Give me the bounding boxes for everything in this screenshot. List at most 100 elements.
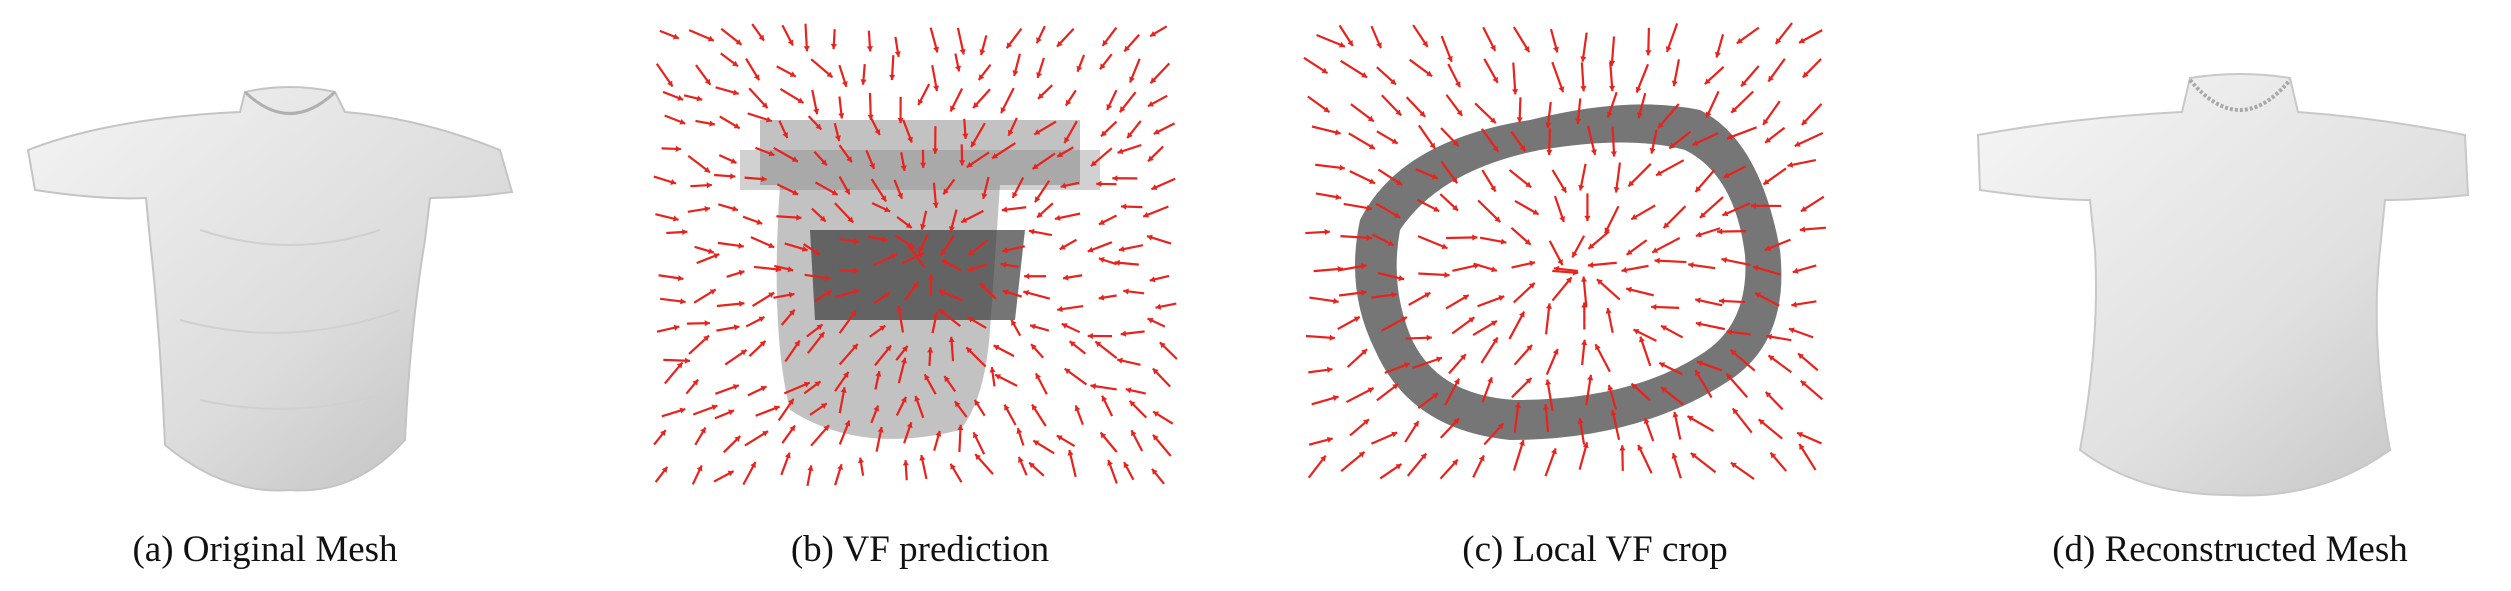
vector-arrow-head xyxy=(728,409,735,416)
vector-arrow-head xyxy=(1012,191,1018,198)
vector-arrow-head xyxy=(1326,436,1333,443)
vector-arrow-head xyxy=(1031,344,1037,351)
vector-arrow-head xyxy=(1028,228,1035,235)
vector-arrow-head xyxy=(1775,37,1782,44)
vector-arrow-head xyxy=(1692,140,1699,146)
vector-arrow-head xyxy=(1018,456,1024,463)
vector-arrow xyxy=(1699,196,1724,219)
vector-arrow-head xyxy=(732,205,738,212)
vector-arrow-head xyxy=(1124,45,1130,52)
vector-arrow-head xyxy=(939,289,946,296)
vector-arrow-head xyxy=(1726,329,1733,336)
vector-arrow-head xyxy=(1429,142,1436,149)
vector-arrow-head xyxy=(896,305,903,312)
vector-arrow-head xyxy=(883,292,890,299)
vector-arrow-head xyxy=(1398,275,1405,282)
vector-arrow-head xyxy=(1099,63,1106,70)
vector-arrow-head xyxy=(897,192,903,199)
vector-arrow-head xyxy=(1799,37,1806,44)
vector-arrow-head xyxy=(1462,294,1469,301)
vector-arrow-head xyxy=(1432,393,1439,399)
vector-arrow-head xyxy=(818,332,825,339)
vector-arrow-head xyxy=(1553,265,1560,272)
vector-arrow-head xyxy=(1098,257,1105,263)
vector-arrow-head xyxy=(1532,209,1539,215)
vector-arrow-head xyxy=(670,179,677,185)
vector-arrow-head xyxy=(1125,387,1132,394)
vector-arrow-head xyxy=(1525,377,1532,384)
vector-arrow-head xyxy=(1151,184,1158,190)
vector-arrow-head xyxy=(704,78,711,85)
vector-arrow-head xyxy=(1645,50,1652,56)
vector-arrow-head xyxy=(1012,70,1019,76)
vector-arrow-head xyxy=(792,189,799,196)
vector-arrow-head xyxy=(860,79,867,85)
vector-arrow-head xyxy=(1067,450,1074,456)
vector-arrow-head xyxy=(908,245,915,252)
vector-arrow-head xyxy=(1361,349,1368,355)
vector-arrow-head xyxy=(1004,404,1010,411)
vector-arrow-head xyxy=(948,336,955,343)
vector-arrow-head xyxy=(732,384,739,390)
vector-arrow-head xyxy=(760,385,767,392)
vector-arrow-head xyxy=(1765,391,1772,398)
vector-arrow-head xyxy=(1794,141,1801,147)
vector-arrow xyxy=(1446,236,1478,240)
vector-arrow xyxy=(1477,199,1502,223)
vector-arrow-head xyxy=(1631,214,1638,220)
vector-arrow-head xyxy=(1060,182,1067,189)
vector-arrow-head xyxy=(1076,65,1083,72)
vector-arrow-head xyxy=(761,175,767,183)
vector-arrow-head xyxy=(732,60,739,67)
vector-arrow-head xyxy=(791,156,798,162)
vector-arrow-head xyxy=(1764,245,1771,252)
vector-arrow-head xyxy=(991,152,998,159)
vector-arrow-head xyxy=(1525,181,1532,188)
vector-arrow-head xyxy=(758,34,765,41)
vector-arrow-head xyxy=(1639,336,1645,343)
vector-arrow-head xyxy=(1098,219,1105,225)
vector-arrow-head xyxy=(1321,67,1328,74)
vector-arrow-head xyxy=(1400,316,1407,323)
vector-arrow-head xyxy=(1123,462,1130,469)
vector-arrow-head xyxy=(1149,276,1156,283)
vector-arrow-head xyxy=(1032,404,1038,411)
vector-arrow-head xyxy=(704,166,710,173)
vector-arrow-head xyxy=(768,150,775,157)
vector-arrow-head xyxy=(1033,440,1040,446)
vector-arrow-head xyxy=(1800,205,1807,212)
vector-arrow-head xyxy=(838,113,845,119)
vector-arrow-head xyxy=(765,116,772,123)
vector-arrow-head xyxy=(1580,276,1588,282)
vector-arrow-head xyxy=(1575,118,1582,124)
vector-arrow-head xyxy=(1659,362,1666,368)
vector-arrow xyxy=(1594,343,1611,373)
vector-arrow-head xyxy=(672,33,679,40)
vector-arrow-head xyxy=(852,343,858,350)
vector-arrow-head xyxy=(787,266,794,273)
vector-arrow-head xyxy=(1333,297,1339,305)
vector-arrow-head xyxy=(1001,206,1008,213)
vector-arrow-head xyxy=(1366,204,1373,211)
vector-arrow-head xyxy=(1723,172,1730,178)
vector-arrow-head xyxy=(1651,303,1657,311)
vector-arrow-head xyxy=(884,206,891,213)
vector-arrow-head xyxy=(940,249,947,256)
vector-arrow-head xyxy=(661,466,668,473)
vector-arrow-head xyxy=(1726,133,1733,140)
vector-arrow-head xyxy=(1741,80,1747,87)
vector-arrow-head xyxy=(797,97,804,103)
vector-arrow-head xyxy=(1590,149,1597,155)
vector-arrow-head xyxy=(1552,46,1559,53)
vector-arrow-head xyxy=(1478,455,1485,462)
vector-arrow-head xyxy=(1347,40,1353,47)
vector-arrow-head xyxy=(1558,86,1565,93)
vector-arrow-head xyxy=(1358,451,1365,458)
vector-arrow-head xyxy=(1152,368,1159,375)
vector-arrow-head xyxy=(1360,263,1367,270)
caption-reconstructed-mesh: (d) Reconstructed Mesh xyxy=(2052,529,2408,570)
vector-arrow-head xyxy=(1363,419,1369,425)
vector-arrow-head xyxy=(900,357,907,364)
vector-arrow-head xyxy=(840,387,847,393)
vector-arrow-head xyxy=(874,129,881,135)
